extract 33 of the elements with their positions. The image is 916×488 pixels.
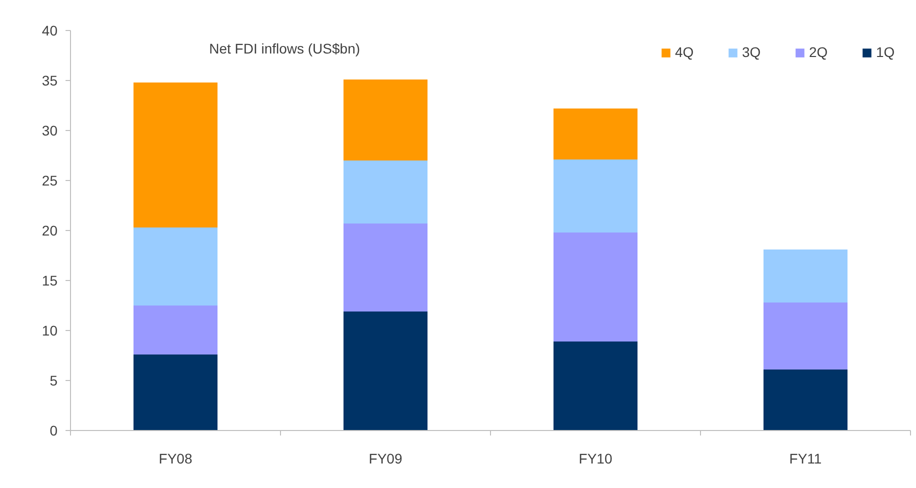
bar xyxy=(554,160,638,232)
bar xyxy=(344,224,428,312)
y-tick-label: 15 xyxy=(42,272,58,288)
y-tick-label: 35 xyxy=(42,72,58,88)
bar xyxy=(554,108,638,160)
bar xyxy=(344,312,428,430)
bar xyxy=(554,232,638,342)
y-tick-label: 10 xyxy=(42,322,58,338)
bar xyxy=(134,228,218,306)
text: Net FDI inflows (US$bn) xyxy=(209,40,360,56)
bar xyxy=(134,82,218,228)
y-tick-label: 40 xyxy=(42,22,58,38)
legend-label: 3Q xyxy=(742,44,762,60)
bar xyxy=(134,354,218,430)
bar xyxy=(554,342,638,430)
bar xyxy=(344,80,428,160)
x-tick-label: FY08 xyxy=(158,450,192,466)
y-tick-label: 5 xyxy=(50,372,58,388)
y-tick-label: 25 xyxy=(42,172,58,188)
y-tick-label: 0 xyxy=(50,422,58,438)
legend-label: 2Q xyxy=(809,44,829,60)
y-tick-label: 30 xyxy=(42,122,58,138)
bar xyxy=(764,370,848,430)
x-tick-label: FY10 xyxy=(578,450,612,466)
legend-label: 4Q xyxy=(675,44,695,60)
bar xyxy=(344,160,428,224)
x-tick-label: FY11 xyxy=(789,450,822,466)
bar xyxy=(764,302,848,370)
bar xyxy=(134,306,218,354)
x-tick-label: FY09 xyxy=(368,450,402,466)
y-tick-label: 20 xyxy=(42,222,58,238)
legend-label: 1Q xyxy=(876,44,896,60)
bar xyxy=(764,250,848,302)
